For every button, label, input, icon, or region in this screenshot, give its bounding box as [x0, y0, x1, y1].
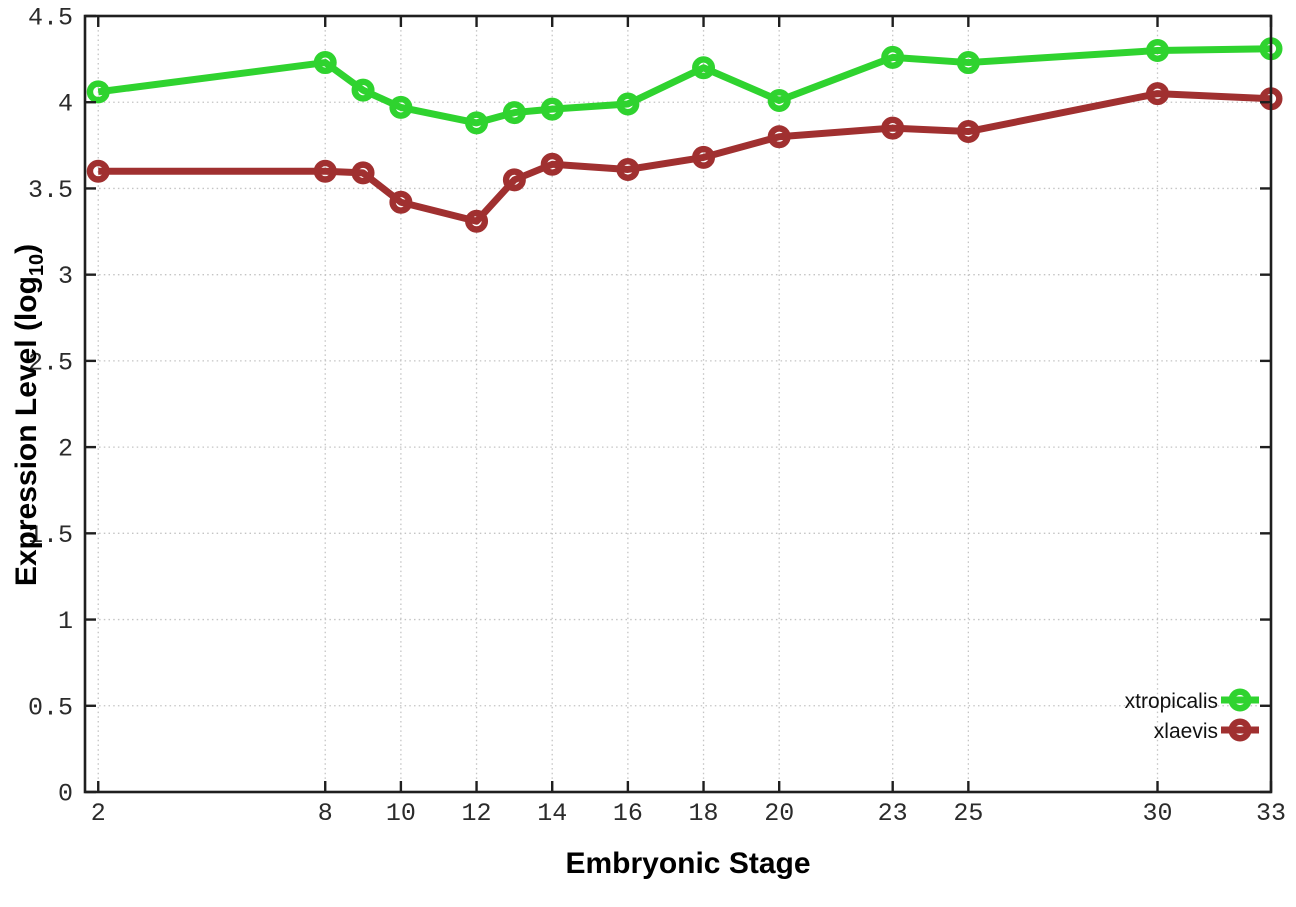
y-axis-title-suffix: ) — [10, 244, 43, 254]
y-axis-title-prefix: Expression Level (log — [10, 276, 43, 586]
x-tick-label: 2 — [91, 799, 106, 828]
x-tick-label: 8 — [318, 799, 333, 828]
y-axis-title-subscript: 10 — [26, 254, 48, 276]
x-tick-label: 23 — [878, 799, 908, 828]
y-tick-label: 1.5 — [28, 521, 73, 550]
x-tick-label: 33 — [1256, 799, 1286, 828]
y-tick-label: 4 — [58, 90, 73, 119]
tick-label-layer: 0 0.5 1 1.5 2 2.5 3 3.5 4 4.5 2 8 10 12 14 16 18 20 23 25 30… — [28, 4, 1286, 829]
legend-sample-marker-xlaevis — [1228, 718, 1252, 742]
data-point-xlaevis — [767, 125, 791, 149]
data-point-xtropicalis — [767, 88, 791, 112]
data-point-xtropicalis — [313, 51, 337, 75]
series-line-xtropicalis — [97, 45, 1272, 127]
data-point-xtropicalis — [956, 51, 980, 75]
x-tick-label: 14 — [537, 799, 567, 828]
data-point-xtropicalis — [1146, 38, 1170, 62]
x-tick-label: 10 — [386, 799, 416, 828]
axis-layer — [83, 14, 1273, 794]
legend-sample-marker-xtropicalis — [1228, 688, 1252, 712]
y-tick-label: 0.5 — [28, 693, 73, 722]
data-point-xtropicalis — [465, 111, 489, 135]
legend-label-xlaevis: xlaevis — [1154, 720, 1218, 743]
x-axis-title: Embryonic Stage — [565, 847, 810, 880]
x-tick-label: 18 — [689, 799, 719, 828]
plot-border — [83, 14, 1273, 794]
data-point-xlaevis — [465, 209, 489, 233]
x-tick-label: 16 — [613, 799, 643, 828]
y-tick-label: 0 — [58, 780, 73, 809]
data-point-xtropicalis — [692, 56, 716, 80]
data-point-xlaevis — [956, 120, 980, 144]
series-layer — [86, 37, 1283, 233]
y-tick-label: 1 — [58, 607, 73, 636]
y-axis-title: Expression Level (log10) — [10, 244, 48, 586]
data-point-xlaevis — [1146, 82, 1170, 106]
legend: xtropicalis xlaevis — [1125, 688, 1259, 743]
data-point-xtropicalis — [502, 101, 526, 125]
x-tick-label: 30 — [1142, 799, 1172, 828]
legend-samples — [1221, 688, 1259, 742]
data-point-xtropicalis — [616, 92, 640, 116]
data-point-xlaevis — [351, 161, 375, 185]
data-point-xlaevis — [502, 168, 526, 192]
y-tick-label: 2.5 — [28, 348, 73, 377]
legend-label-xtropicalis: xtropicalis — [1125, 690, 1218, 713]
data-point-xtropicalis — [351, 78, 375, 102]
data-point-xtropicalis — [881, 45, 905, 69]
data-point-xtropicalis — [540, 97, 564, 121]
data-point-xtropicalis — [86, 80, 110, 104]
y-tick-label: 2 — [58, 435, 73, 464]
y-tick-label: 3.5 — [28, 176, 73, 205]
x-tick-label: 25 — [953, 799, 983, 828]
x-tick-label: 20 — [764, 799, 794, 828]
y-tick-label: 4.5 — [28, 4, 73, 33]
series-line-xlaevis — [98, 90, 1272, 225]
x-tick-label: 12 — [462, 799, 492, 828]
y-tick-label: 3 — [58, 262, 73, 291]
data-point-xlaevis — [616, 157, 640, 181]
data-point-xtropicalis — [389, 95, 413, 119]
data-point-xlaevis — [881, 116, 905, 140]
data-point-xlaevis — [86, 159, 110, 183]
data-point-xlaevis — [540, 152, 564, 176]
grid-layer — [85, 15, 1272, 792]
data-point-xlaevis — [692, 145, 716, 169]
data-point-xlaevis — [389, 190, 413, 214]
data-point-xlaevis — [313, 159, 337, 183]
